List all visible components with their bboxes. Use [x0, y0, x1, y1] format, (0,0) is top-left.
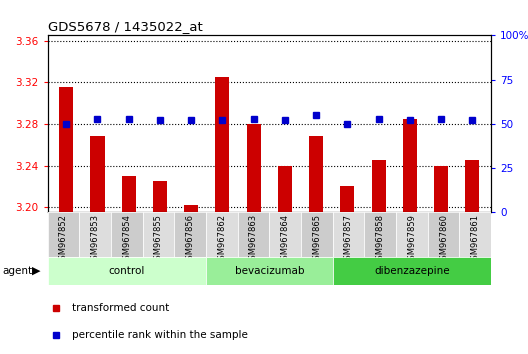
- Bar: [184, 205, 198, 212]
- Bar: [79, 212, 111, 257]
- Text: GDS5678 / 1435022_at: GDS5678 / 1435022_at: [48, 20, 202, 33]
- Text: GSM967854: GSM967854: [122, 214, 131, 264]
- Bar: [333, 212, 364, 257]
- Text: ▶: ▶: [32, 266, 40, 276]
- Bar: [238, 212, 269, 257]
- Bar: [428, 212, 459, 257]
- Text: percentile rank within the sample: percentile rank within the sample: [72, 330, 248, 341]
- Text: GSM967856: GSM967856: [185, 214, 195, 265]
- Bar: [247, 124, 261, 212]
- Bar: [403, 119, 417, 212]
- Text: dibenzazepine: dibenzazepine: [374, 266, 450, 276]
- Bar: [333, 257, 491, 285]
- Bar: [309, 136, 323, 212]
- Bar: [269, 212, 301, 257]
- Text: transformed count: transformed count: [72, 303, 169, 313]
- Bar: [111, 212, 143, 257]
- Bar: [428, 212, 459, 257]
- Bar: [301, 212, 333, 257]
- Bar: [459, 212, 491, 257]
- Text: GSM967859: GSM967859: [407, 214, 417, 264]
- Bar: [79, 212, 111, 257]
- Text: GSM967858: GSM967858: [375, 214, 385, 265]
- Text: GSM967861: GSM967861: [470, 214, 480, 265]
- Bar: [459, 212, 491, 257]
- Bar: [341, 186, 354, 212]
- Bar: [396, 212, 428, 257]
- Bar: [465, 160, 479, 212]
- Bar: [364, 212, 396, 257]
- Bar: [301, 212, 333, 257]
- Bar: [372, 160, 385, 212]
- Bar: [269, 212, 301, 257]
- Bar: [174, 212, 206, 257]
- Bar: [90, 136, 105, 212]
- Text: GSM967853: GSM967853: [90, 214, 100, 265]
- Text: GSM967863: GSM967863: [249, 214, 258, 265]
- Text: GSM967852: GSM967852: [59, 214, 68, 264]
- Bar: [111, 212, 143, 257]
- Bar: [364, 212, 396, 257]
- Bar: [333, 212, 364, 257]
- Bar: [215, 77, 230, 212]
- Text: bevacizumab: bevacizumab: [234, 266, 304, 276]
- Bar: [206, 212, 238, 257]
- Text: GSM967865: GSM967865: [312, 214, 322, 265]
- Text: GSM967860: GSM967860: [439, 214, 448, 265]
- Bar: [48, 212, 79, 257]
- Bar: [206, 257, 333, 285]
- Bar: [278, 166, 292, 212]
- Text: control: control: [109, 266, 145, 276]
- Text: GSM967857: GSM967857: [344, 214, 353, 265]
- Bar: [59, 87, 73, 212]
- Bar: [434, 166, 448, 212]
- Text: GSM967864: GSM967864: [280, 214, 290, 265]
- Bar: [396, 212, 428, 257]
- Bar: [206, 212, 238, 257]
- Bar: [143, 212, 174, 257]
- Bar: [48, 257, 206, 285]
- Text: agent: agent: [3, 266, 33, 276]
- Bar: [174, 212, 206, 257]
- Bar: [121, 176, 136, 212]
- Bar: [48, 212, 79, 257]
- Bar: [143, 212, 174, 257]
- Text: GSM967855: GSM967855: [154, 214, 163, 264]
- Bar: [238, 212, 269, 257]
- Text: GSM967862: GSM967862: [217, 214, 227, 265]
- Bar: [153, 181, 167, 212]
